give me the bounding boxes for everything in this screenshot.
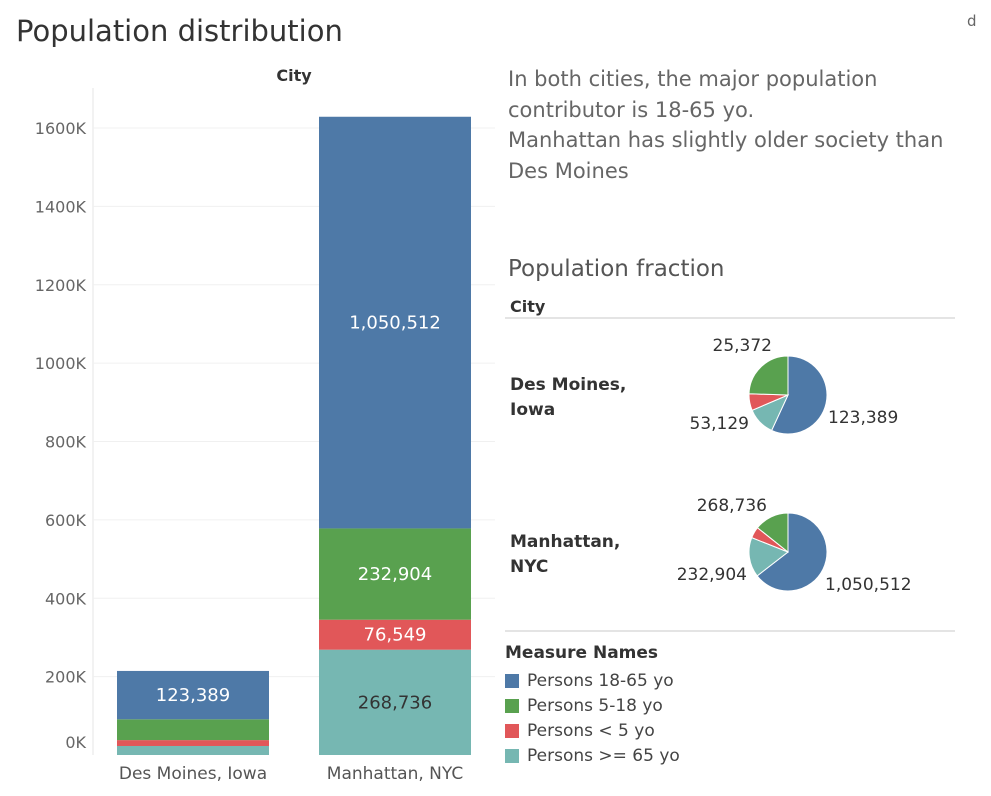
legend-label: Persons < 5 yo: [527, 720, 655, 741]
pie-slice-label: 268,736: [697, 496, 767, 516]
pie-row-header: City: [510, 297, 546, 316]
annotation-line: In both cities, the major population: [508, 67, 878, 91]
legend: Measure Names Persons 18-65 yo Persons 5…: [505, 643, 680, 768]
pie-category-label: Des Moines,: [510, 375, 626, 395]
annotation-text: In both cities, the major population con…: [508, 64, 968, 186]
legend-item-65-plus[interactable]: Persons >= 65 yo: [505, 743, 680, 768]
legend-title: Measure Names: [505, 643, 659, 663]
legend-swatch: [505, 748, 519, 763]
legend-swatch: [505, 673, 519, 688]
legend-swatch: [505, 698, 519, 713]
pie-slice: [756, 512, 789, 554]
y-tick-label: 600K: [45, 511, 87, 530]
pie-category-label: NYC: [510, 557, 548, 577]
bar-segment: [117, 719, 269, 741]
legend-label: Persons 18-65 yo: [527, 670, 674, 691]
pie-slice-label: 1,050,512: [825, 575, 912, 595]
pie-slice: [770, 355, 828, 435]
pie-slice-label: 232,904: [677, 565, 747, 585]
bar-segment: [319, 619, 471, 650]
pie-slice-label: 53,129: [690, 414, 749, 434]
x-tick-label: Des Moines, Iowa: [119, 764, 267, 784]
y-tick-label: 1400K: [35, 197, 87, 216]
annotation-line: Des Moines: [508, 158, 629, 183]
bar-segment: [319, 649, 471, 755]
bar-segment: [117, 670, 269, 720]
legend-item-5-18[interactable]: Persons 5-18 yo: [505, 693, 680, 718]
y-tick-label: 400K: [45, 589, 87, 608]
pie-category-label: Manhattan,: [510, 532, 620, 552]
legend-item-18-65[interactable]: Persons 18-65 yo: [505, 668, 680, 693]
bar-value-label: 123,389: [156, 685, 230, 706]
bar-segment: [117, 745, 269, 755]
pie-slice: [756, 512, 828, 592]
y-tick-label: 200K: [45, 668, 87, 687]
pie-section-title: Population fraction: [508, 256, 725, 282]
bar-segment: [319, 528, 471, 620]
pie-slice-label: 123,389: [828, 408, 898, 428]
x-tick-label: Manhattan, NYC: [327, 764, 463, 784]
annotation-line: contributor is 18-65 yo.: [508, 97, 755, 122]
pie-slice-label: 25,372: [713, 336, 772, 356]
bar-segment: [117, 740, 269, 746]
annotation-line: Manhattan has slightly older society tha…: [508, 128, 944, 152]
pie-category-label: Iowa: [510, 400, 555, 420]
y-tick-label: 800K: [45, 433, 87, 452]
bar-value-label: 232,904: [358, 564, 432, 585]
y-tick-label: 1000K: [35, 354, 87, 373]
y-tick-label: 1600K: [35, 119, 87, 138]
bar-value-label: 76,549: [364, 625, 427, 646]
legend-label: Persons 5-18 yo: [527, 695, 663, 716]
y-tick-label: 0K: [65, 733, 86, 752]
legend-label: Persons >= 65 yo: [527, 745, 680, 766]
legend-item-under-5[interactable]: Persons < 5 yo: [505, 718, 680, 743]
column-header: City: [276, 66, 312, 85]
bar-segment: [319, 116, 471, 529]
corner-mark: d: [967, 12, 977, 30]
page-title: Population distribution: [16, 14, 343, 48]
pie-slice: [748, 355, 789, 396]
y-tick-label: 1200K: [35, 276, 87, 295]
bar-value-label: 1,050,512: [349, 313, 441, 334]
legend-swatch: [505, 723, 519, 738]
bar-value-label: 268,736: [358, 692, 432, 713]
